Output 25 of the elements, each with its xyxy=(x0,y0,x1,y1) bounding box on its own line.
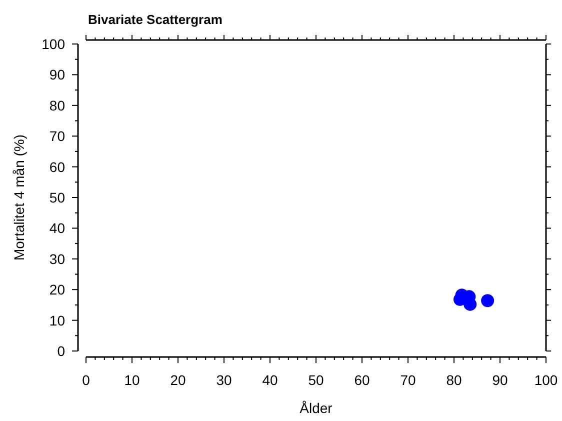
x-axis-title: Ålder xyxy=(300,400,333,416)
x-tick-label: 100 xyxy=(534,372,558,388)
y-tick-label: 50 xyxy=(49,190,66,206)
x-tick-label: 30 xyxy=(216,372,232,388)
x-tick-label: 40 xyxy=(262,372,278,388)
y-tick-label: 70 xyxy=(49,128,66,144)
y-tick-label: 0 xyxy=(57,343,66,359)
x-tick-label: 80 xyxy=(446,372,462,388)
y-tick-label: 60 xyxy=(49,158,66,175)
x-tick-label: 50 xyxy=(308,372,324,388)
y-tick-label: 80 xyxy=(49,97,66,114)
x-tick-label: 0 xyxy=(82,372,90,388)
x-tick-label: 90 xyxy=(492,372,508,388)
x-tick-label: 60 xyxy=(354,372,370,388)
y-axis-title: Mortalitet 4 mån (%) xyxy=(11,134,27,261)
y-tick-label: 100 xyxy=(42,36,66,52)
x-tick-label: 10 xyxy=(124,372,140,388)
x-tick-label: 70 xyxy=(400,372,416,388)
y-tick-label: 90 xyxy=(49,66,66,83)
y-tick-label: 20 xyxy=(49,282,66,298)
y-tick-label: 10 xyxy=(49,312,66,328)
chart-title: Bivariate Scattergram xyxy=(88,12,222,27)
y-tick-label: 40 xyxy=(49,220,66,236)
y-tick-label: 30 xyxy=(49,250,66,267)
x-tick-label: 20 xyxy=(170,372,186,388)
